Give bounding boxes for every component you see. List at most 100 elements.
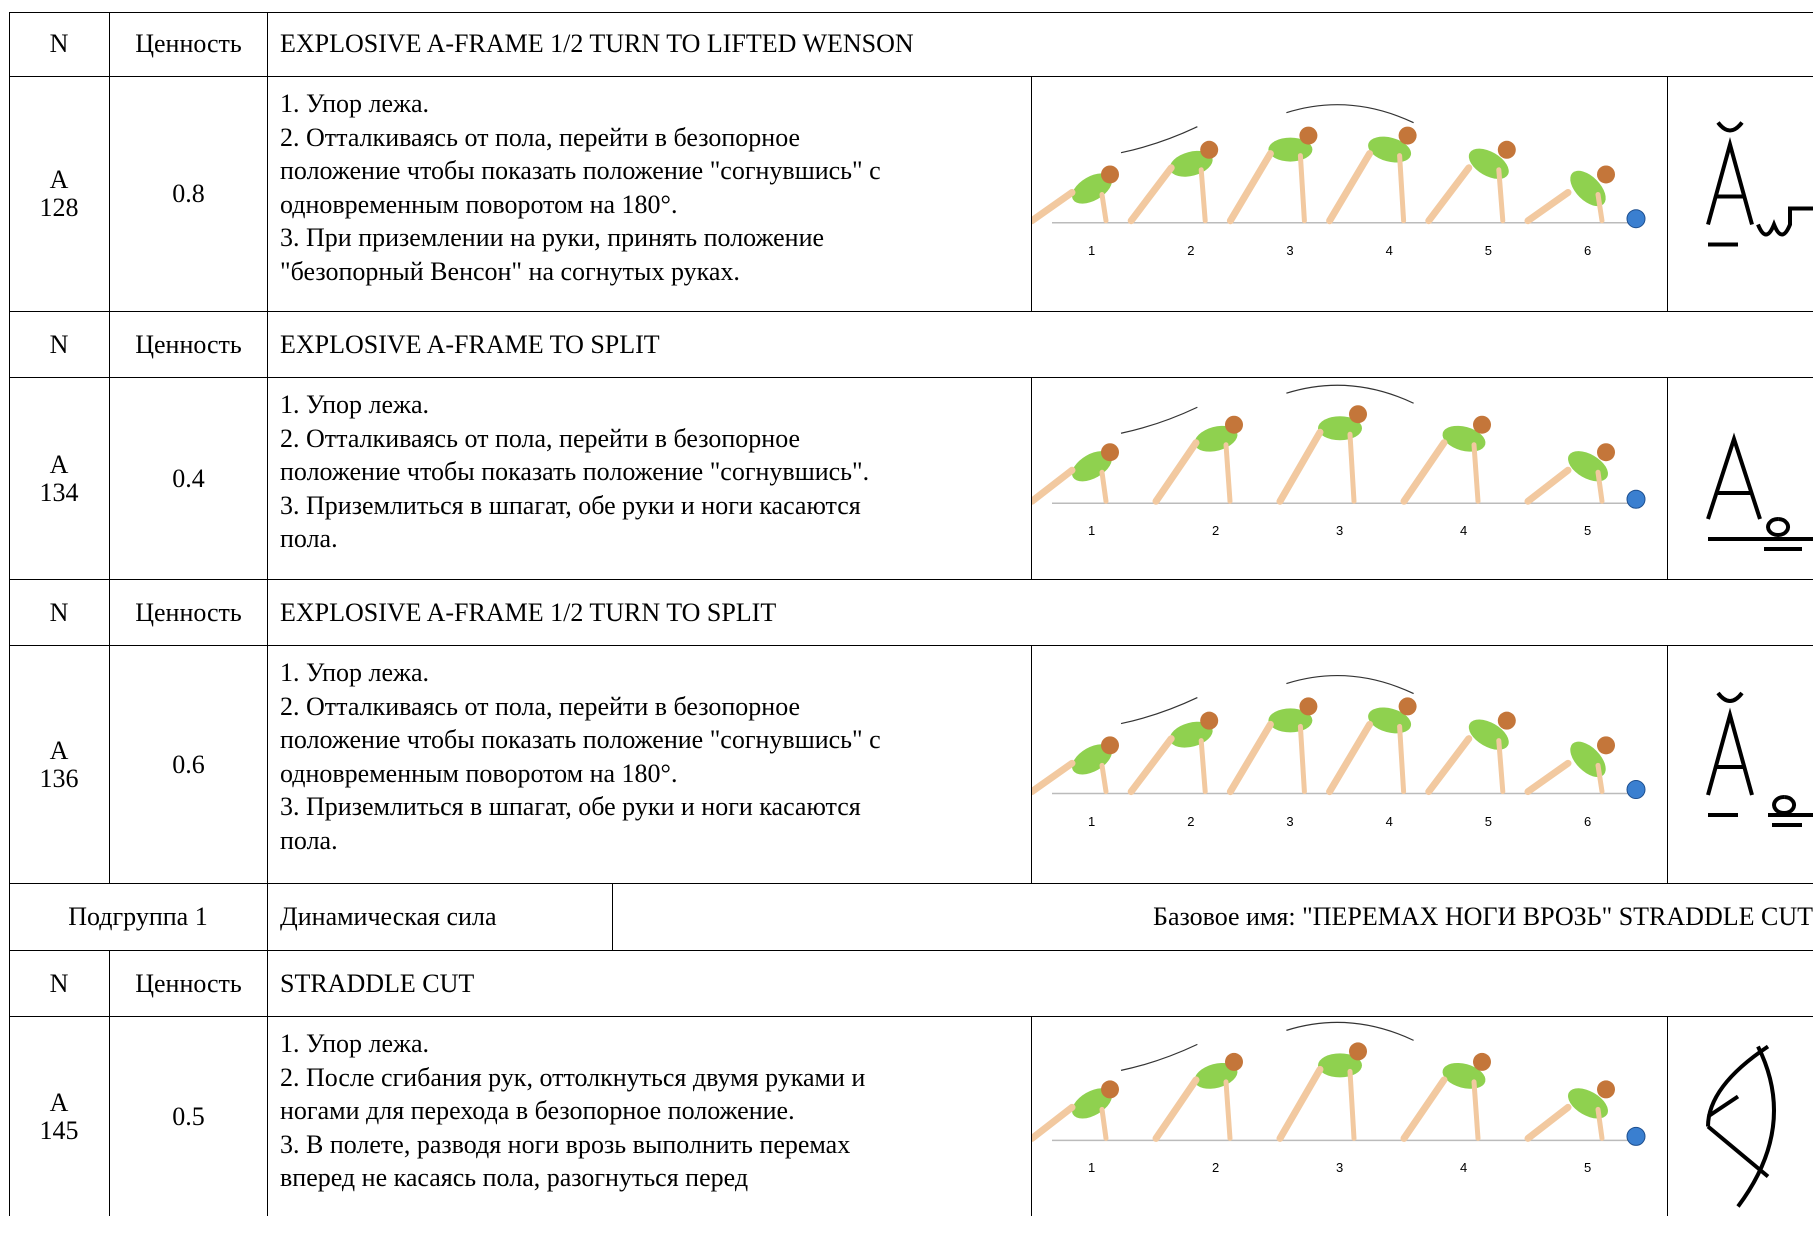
symbol — [1706, 432, 1813, 551]
illustration-cell: 1 2 3 4 5 — [1032, 1017, 1668, 1216]
figure-limb — [1595, 762, 1605, 795]
name-cell: STRADDLE CUT — [268, 951, 1813, 1017]
figure-head — [1225, 415, 1243, 434]
figure-head — [1473, 415, 1491, 434]
figure-limb — [1152, 1076, 1200, 1142]
base-name: Базовое имя: "ПЕРЕМАХ НОГИ ВРОЗЬ" STRADD… — [1153, 902, 1813, 931]
figure-head — [1101, 165, 1119, 184]
code-line: 145 — [39, 1115, 79, 1145]
figure-limb — [1099, 191, 1109, 224]
figure-limb — [1276, 1065, 1324, 1142]
figure-limb — [1347, 1068, 1357, 1141]
figure-limb — [1400, 439, 1448, 505]
figure-limb — [1425, 735, 1473, 796]
figure-head — [1497, 140, 1516, 159]
n-cell: N — [9, 12, 110, 77]
step-number: 3 — [1336, 1160, 1344, 1176]
symbol-cell — [1668, 77, 1813, 312]
symbol-stroke — [1706, 121, 1813, 247]
step-number: 4 — [1385, 242, 1393, 258]
value: 0.5 — [172, 1101, 205, 1131]
figure-head — [1597, 736, 1615, 755]
group-label: Подгруппа 1 — [68, 902, 208, 931]
figure-head — [1225, 1052, 1243, 1071]
figure-head — [1101, 736, 1119, 755]
figure-head — [1101, 443, 1119, 462]
description-line: 1. Упор лежа. — [280, 1029, 430, 1058]
step-number: 3 — [1286, 242, 1294, 258]
description-line: 3. Приземлиться в шпагат, обе руки и ног… — [280, 490, 861, 520]
step-number: 4 — [1460, 1160, 1468, 1176]
figure-limb — [1198, 167, 1208, 224]
motion-arrow — [1286, 384, 1414, 404]
figure-limb — [1127, 164, 1175, 225]
figure-head — [1349, 1042, 1367, 1061]
code-line: 136 — [39, 763, 79, 793]
figure-head — [1497, 711, 1516, 730]
name-cell: EXPLOSIVE A-FRAME 1/2 TURN TO SPLIT — [268, 580, 1813, 646]
figure-limb — [1347, 431, 1357, 504]
figure-limb — [1397, 723, 1407, 795]
motion-arrow — [1120, 1043, 1198, 1071]
description-line: 2. Отталкиваясь от пола, перейти в безоп… — [280, 423, 801, 453]
figure-head — [1101, 1080, 1119, 1099]
figure-limb — [1099, 762, 1109, 795]
value: 0.8 — [172, 179, 205, 208]
description-line: 3. В полете, разводя ноги врозь выполнит… — [280, 1129, 851, 1159]
motion-arrow — [1120, 126, 1198, 154]
step-number: 6 — [1584, 242, 1592, 258]
code-cell: A 128 — [9, 77, 110, 312]
value-cell: 0.8 — [110, 77, 268, 312]
n-label: N — [49, 29, 69, 58]
figure-limb — [1595, 191, 1605, 224]
description-line: ногами для перехода в безопорное положен… — [280, 1096, 795, 1125]
description-line: 2. Отталкиваясь от пола, перейти в безоп… — [280, 691, 801, 721]
motion-arrow — [1286, 104, 1414, 124]
figure-limb — [1276, 428, 1324, 505]
symbol-stroke — [1706, 691, 1813, 827]
category-cell: Динамическая сила — [268, 884, 613, 951]
n-label: N — [49, 329, 69, 359]
step-number: 4 — [1460, 523, 1468, 539]
figure-limb — [1297, 153, 1307, 224]
description-line: положение чтобы показать положение "согн… — [280, 725, 881, 754]
n-cell: N — [9, 580, 110, 646]
step-number: 5 — [1584, 1160, 1592, 1176]
code-cell: A 136 — [9, 646, 110, 884]
step-number: 2 — [1187, 813, 1195, 829]
figure-limb — [1198, 738, 1208, 795]
figure-limb — [1326, 720, 1374, 796]
step-number: 1 — [1088, 1160, 1096, 1176]
value: 0.6 — [172, 749, 205, 779]
value-cell: Ценность — [110, 12, 268, 77]
figure-limb — [1524, 466, 1572, 505]
figure-limb — [1099, 469, 1109, 504]
description-line: "безопорный Венсон" на согнутых руках. — [280, 256, 740, 286]
description-line: положение чтобы показать положение "согн… — [280, 457, 870, 486]
motion-arrow — [1286, 674, 1414, 695]
figure-limb — [1099, 1106, 1109, 1141]
code-line: A — [49, 735, 69, 765]
description-line: одновременным поворотом на 180°. — [280, 758, 678, 788]
description-cell: 1. Упор лежа. 2. Отталкиваясь от пола, пе… — [268, 77, 1032, 312]
illustration-cell: 1 2 3 4 5 6 — [1032, 646, 1668, 884]
symbol-stroke — [1706, 432, 1813, 551]
figure-head — [1597, 165, 1615, 184]
code-line: 128 — [39, 193, 79, 222]
step-number: 2 — [1187, 242, 1195, 258]
illustration-cell: 1 2 3 4 5 — [1032, 378, 1668, 580]
apparatus — [1626, 209, 1646, 229]
symbol-cell — [1668, 646, 1813, 884]
step-number: 4 — [1385, 813, 1393, 829]
element-name: EXPLOSIVE A-FRAME TO SPLIT — [280, 329, 660, 359]
name-cell: EXPLOSIVE A-FRAME 1/2 TURN TO LIFTED WEN… — [268, 12, 1813, 77]
figure-limb — [1397, 153, 1407, 224]
motion-arrow — [1286, 1021, 1414, 1041]
description-line: положение чтобы показать положение "согн… — [280, 156, 881, 185]
figure-head — [1473, 1052, 1491, 1071]
figure-head — [1597, 443, 1615, 462]
step-number: 6 — [1584, 813, 1592, 829]
step-number: 1 — [1088, 523, 1096, 539]
apparatus — [1626, 489, 1646, 509]
description-line: 1. Упор лежа. — [280, 658, 430, 687]
